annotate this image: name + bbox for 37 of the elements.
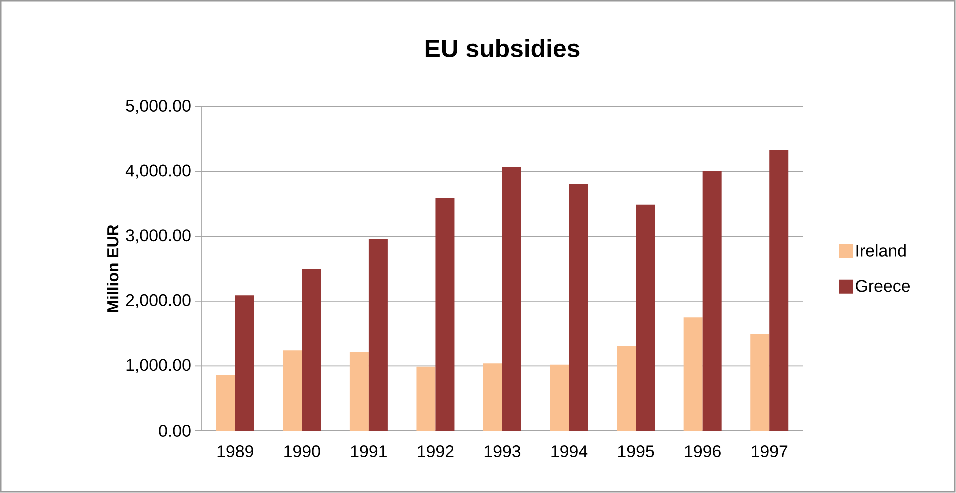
legend-label: Greece: [856, 280, 910, 292]
x-tick-label: 1991: [351, 446, 387, 458]
bar: [216, 375, 236, 431]
bar: [684, 318, 703, 431]
chart-title: EU subsidies: [426, 39, 580, 58]
x-tick-label: 1992: [418, 446, 454, 458]
y-tick-label: 4,000.00: [126, 164, 191, 179]
bar: [283, 350, 302, 431]
x-tick-label: 1993: [484, 446, 521, 458]
bar: [750, 334, 770, 431]
y-tick-label: 1,000.00: [126, 359, 191, 374]
y-tick-label: 3,000.00: [126, 230, 191, 244]
bar: [484, 364, 502, 431]
y-tick-label: 2,000.00: [126, 294, 191, 308]
bar: [617, 346, 636, 431]
bar: [302, 269, 322, 431]
y-tick-label: 0.00: [159, 425, 191, 437]
bar: [235, 296, 254, 431]
x-tick-label: 1994: [552, 446, 588, 458]
x-tick-label: 1990: [284, 446, 320, 458]
bar: [368, 239, 388, 431]
bar: [636, 204, 656, 431]
bar: [550, 364, 570, 431]
y-axis-title: Million EUR: [107, 225, 119, 312]
bar: [569, 184, 588, 431]
bar: [502, 167, 522, 431]
x-tick-label: 1995: [618, 446, 654, 458]
bar: [770, 150, 789, 431]
bar: [350, 352, 369, 431]
bar: [416, 366, 436, 431]
x-tick-label: 1997: [752, 446, 788, 458]
bar: [702, 171, 722, 431]
legend-label: Ireland: [856, 244, 906, 257]
x-tick-label: 1996: [685, 446, 721, 458]
bar: [436, 198, 455, 431]
y-tick-label: 5,000.00: [126, 100, 191, 114]
x-tick-label: 1989: [218, 446, 254, 458]
